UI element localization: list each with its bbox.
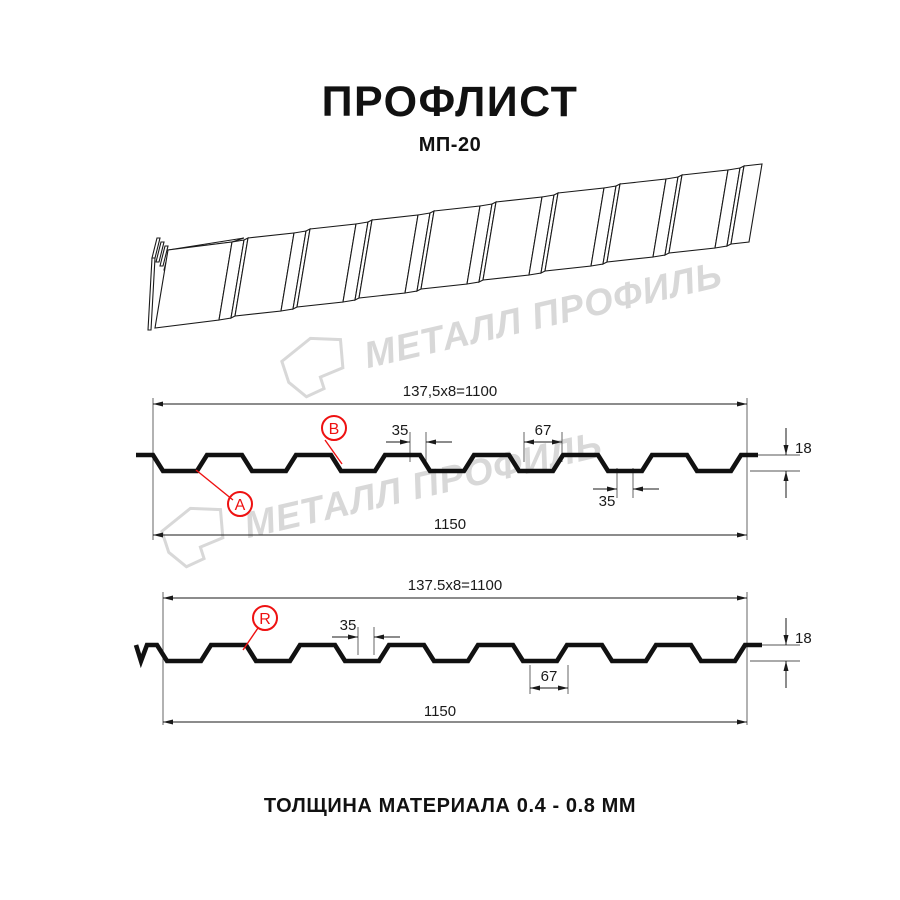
section-bottom-extension-lines — [162, 592, 800, 725]
dim-rib-top-35-upper: 35 — [386, 422, 452, 445]
callout-a: A — [195, 469, 253, 517]
dim-total-bottom-label: 1150 — [424, 703, 456, 720]
callout-r: R — [242, 605, 278, 651]
profile-section-top — [136, 452, 758, 474]
profile-section-bottom — [133, 642, 762, 669]
dim-height-18-top: 18 — [783, 428, 812, 498]
dim-total-top: 1150 — [153, 516, 747, 538]
dim-rib-top-35-bottom-label: 35 — [340, 617, 357, 634]
dim-total-bottom: 1150 — [163, 703, 747, 725]
dim-valley-67-bottom-label: 67 — [541, 668, 558, 685]
material-thickness-label: ТОЛЩИНА МАТЕРИАЛА 0.4 - 0.8 ММ — [263, 795, 637, 817]
dim-height-18-bottom: 18 — [783, 618, 812, 688]
dim-valley-67-top-label: 67 — [535, 422, 552, 439]
callout-r-label: R — [259, 611, 271, 628]
watermark-logo-icon — [280, 336, 345, 399]
dim-height-18-top-label: 18 — [795, 440, 812, 457]
section-top-extension-lines — [152, 398, 800, 540]
sheet-left-edge — [147, 237, 173, 331]
dim-rib-top-35-bottom: 35 — [332, 617, 400, 640]
dim-pitch-top-label: 137,5x8=1100 — [403, 383, 497, 400]
section-bottom-group: 137.5x8=1100 1150 35 — [133, 577, 812, 725]
dim-total-top-label: 1150 — [434, 516, 466, 533]
dim-rib-top-35-lower-label: 35 — [599, 493, 616, 510]
dim-pitch-bottom-label: 137.5x8=1100 — [408, 577, 502, 594]
watermark-logo-icon — [160, 506, 225, 569]
callout-b-label: B — [329, 421, 340, 438]
dim-pitch-top: 137,5x8=1100 — [153, 383, 747, 407]
dim-height-18-bottom-label: 18 — [795, 630, 812, 647]
dim-valley-67-bottom: 67 — [530, 668, 568, 691]
isometric-sheet-view — [147, 163, 763, 331]
callout-a-label: A — [235, 497, 246, 514]
product-model-label: МП-20 — [418, 134, 482, 156]
dim-pitch-bottom: 137.5x8=1100 — [163, 577, 747, 601]
dim-valley-67-top: 67 — [524, 422, 562, 445]
dim-rib-top-35-upper-label: 35 — [392, 422, 409, 439]
sheet-corrugation-body — [154, 163, 763, 329]
callout-b: B — [321, 415, 347, 465]
dim-rib-top-35-lower: 35 — [593, 486, 659, 510]
section-top-group: 137,5x8=1100 1150 35 — [136, 383, 812, 540]
page-title: ПРОФЛИСТ — [321, 78, 579, 126]
